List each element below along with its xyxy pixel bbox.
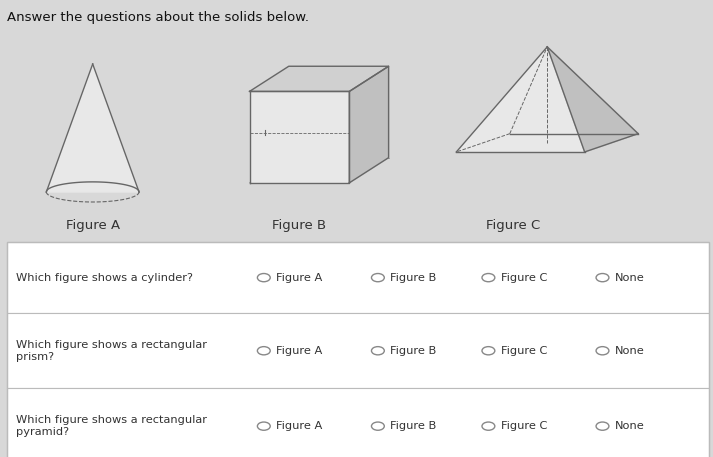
Text: Answer the questions about the solids below.: Answer the questions about the solids be…	[7, 11, 309, 24]
Text: Figure A: Figure A	[276, 346, 322, 356]
FancyBboxPatch shape	[7, 313, 709, 388]
Polygon shape	[46, 64, 139, 192]
Text: Figure B: Figure B	[390, 421, 436, 431]
Text: Figure C: Figure C	[486, 219, 540, 232]
Text: Figure B: Figure B	[390, 346, 436, 356]
Polygon shape	[250, 66, 389, 91]
Polygon shape	[456, 134, 638, 152]
Text: Which figure shows a rectangular
prism?: Which figure shows a rectangular prism?	[16, 340, 207, 361]
Text: None: None	[615, 421, 645, 431]
Polygon shape	[456, 47, 548, 152]
Polygon shape	[349, 66, 389, 183]
FancyBboxPatch shape	[7, 388, 709, 457]
Text: Figure C: Figure C	[501, 346, 547, 356]
Text: Figure C: Figure C	[501, 421, 547, 431]
Polygon shape	[456, 47, 585, 152]
Text: Figure B: Figure B	[390, 273, 436, 282]
FancyBboxPatch shape	[7, 242, 709, 313]
Text: Which figure shows a rectangular
pyramid?: Which figure shows a rectangular pyramid…	[16, 415, 207, 437]
Text: None: None	[615, 273, 645, 282]
Text: Figure A: Figure A	[276, 421, 322, 431]
Text: None: None	[615, 346, 645, 356]
Text: Figure A: Figure A	[276, 273, 322, 282]
Polygon shape	[548, 47, 638, 152]
Text: Figure C: Figure C	[501, 273, 547, 282]
Text: Which figure shows a cylinder?: Which figure shows a cylinder?	[16, 273, 193, 282]
Polygon shape	[250, 91, 349, 183]
Text: Figure A: Figure A	[66, 219, 120, 232]
Text: Figure B: Figure B	[272, 219, 327, 232]
